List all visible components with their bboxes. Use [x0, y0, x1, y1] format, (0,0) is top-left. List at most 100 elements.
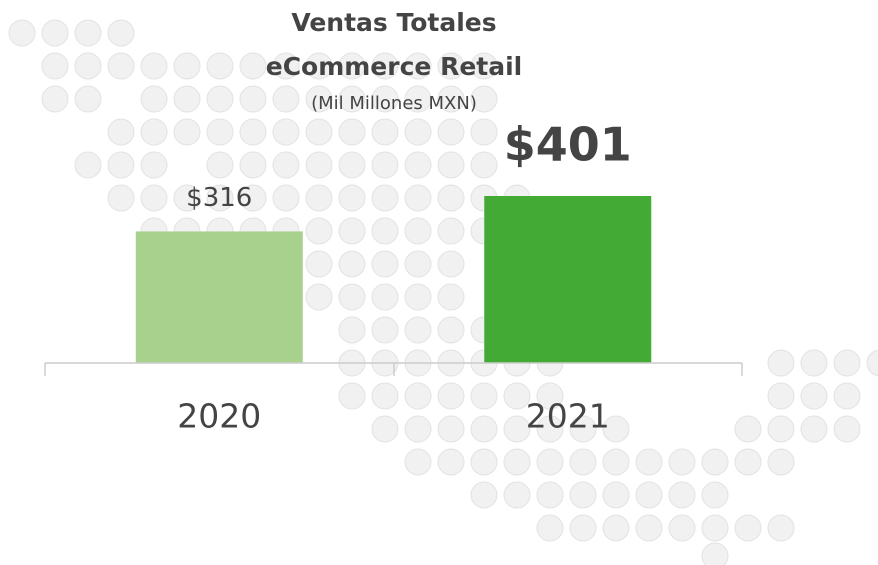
dot: [41, 19, 69, 47]
dot: [107, 19, 135, 47]
dot: [371, 52, 399, 80]
dot: [635, 481, 663, 509]
dot: [272, 184, 300, 212]
dot: [404, 217, 432, 245]
x-tick-label: 2020: [177, 397, 261, 436]
dot: [437, 118, 465, 146]
dot: [272, 151, 300, 179]
dot: [437, 52, 465, 80]
dot: [569, 481, 597, 509]
dot: [470, 481, 498, 509]
dot: [767, 514, 795, 542]
dot: [371, 283, 399, 311]
dot: [635, 514, 663, 542]
dot: [437, 448, 465, 476]
dot: [635, 448, 663, 476]
dot: [470, 118, 498, 146]
dot: [767, 349, 795, 377]
value-label: $401: [504, 118, 632, 172]
dot: [536, 382, 564, 410]
dot: [767, 415, 795, 443]
dot: [371, 382, 399, 410]
dot: [437, 415, 465, 443]
x-tick-label: 2021: [526, 397, 610, 436]
dot: [107, 118, 135, 146]
dot: [833, 349, 861, 377]
dot: [272, 118, 300, 146]
dot-map-background: [8, 19, 878, 565]
dot: [734, 415, 762, 443]
dot: [470, 151, 498, 179]
dot: [437, 316, 465, 344]
dot: [305, 283, 333, 311]
dot: [569, 514, 597, 542]
bar: [484, 196, 652, 363]
dot: [404, 52, 432, 80]
dot: [470, 448, 498, 476]
dot: [602, 481, 630, 509]
dot: [404, 382, 432, 410]
dot: [338, 118, 366, 146]
dot: [470, 382, 498, 410]
dot: [338, 184, 366, 212]
dot: [41, 85, 69, 113]
dot: [140, 52, 168, 80]
dot: [305, 151, 333, 179]
dot: [74, 151, 102, 179]
dot: [536, 415, 564, 443]
dot: [206, 118, 234, 146]
dot: [305, 250, 333, 278]
dot: [437, 151, 465, 179]
dot: [338, 85, 366, 113]
dot: [173, 85, 201, 113]
dot: [107, 151, 135, 179]
dot: [503, 382, 531, 410]
dot: [338, 250, 366, 278]
dot: [305, 184, 333, 212]
dot: [206, 85, 234, 113]
dot: [767, 382, 795, 410]
dot: [338, 316, 366, 344]
dot: [833, 415, 861, 443]
dot: [404, 85, 432, 113]
dot: [536, 448, 564, 476]
dot: [602, 415, 630, 443]
dot: [734, 514, 762, 542]
dot: [107, 52, 135, 80]
dot: [536, 514, 564, 542]
dot: [569, 448, 597, 476]
dot: [701, 448, 729, 476]
dot: [140, 184, 168, 212]
dot: [239, 85, 267, 113]
dot: [404, 283, 432, 311]
dot: [668, 514, 696, 542]
dot: [800, 382, 828, 410]
dot: [338, 52, 366, 80]
dot: [437, 217, 465, 245]
dot: [371, 250, 399, 278]
dot: [371, 85, 399, 113]
dot: [701, 514, 729, 542]
dot: [470, 52, 498, 80]
dot: [470, 415, 498, 443]
value-label: $316: [186, 183, 252, 213]
dot: [833, 382, 861, 410]
dot: [503, 481, 531, 509]
dot: [470, 85, 498, 113]
dot: [437, 382, 465, 410]
dot: [140, 85, 168, 113]
dot: [371, 151, 399, 179]
dot: [173, 52, 201, 80]
dot: [404, 118, 432, 146]
dot: [239, 52, 267, 80]
dot: [866, 349, 878, 377]
dot: [41, 52, 69, 80]
dot: [734, 448, 762, 476]
dot: [536, 481, 564, 509]
dot: [668, 448, 696, 476]
dot: [503, 448, 531, 476]
dot: [140, 151, 168, 179]
dot: [305, 217, 333, 245]
chart-subtitle: (Mil Millones MXN): [311, 93, 477, 114]
dot: [338, 283, 366, 311]
